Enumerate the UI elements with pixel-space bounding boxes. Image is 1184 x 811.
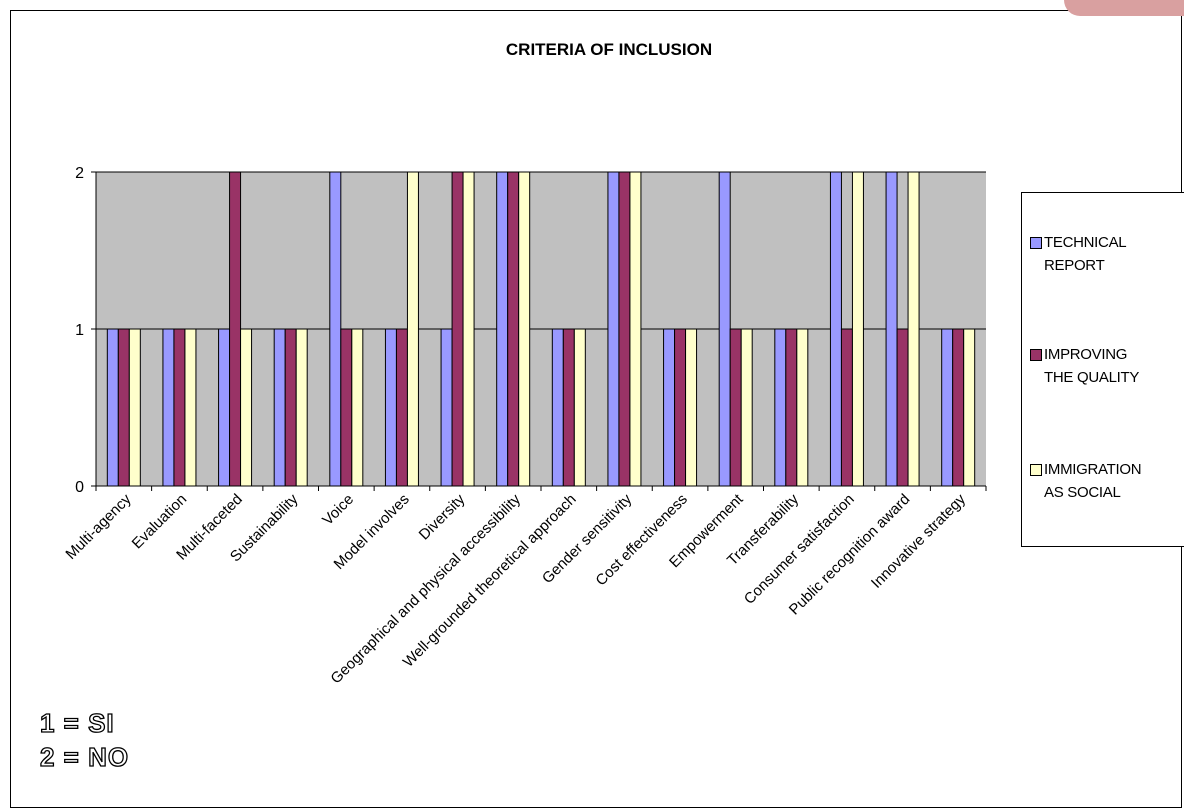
legend-label-line2: THE QUALITY (1044, 369, 1140, 386)
legend-label-line1: IMPROVING (1044, 346, 1128, 363)
bar-technical-report-transferability (774, 328, 787, 487)
bar-technical-report-multi-faceted (218, 328, 231, 487)
x-tick-label: Voice (319, 491, 357, 529)
x-tick-label: Consumer satisfaction (741, 491, 858, 608)
legend-label-line2: AS SOCIAL (1044, 484, 1121, 501)
legend-label-line1: IMMIGRATION (1044, 461, 1142, 478)
legend-swatch-immigration-as-social (1030, 464, 1042, 476)
bar-technical-report-multi-agency (106, 328, 119, 487)
bar-immigration-as-social-multi-faceted (240, 328, 253, 487)
y-tick-label: 2 (75, 165, 84, 182)
bar-immigration-as-social-gender-sensitivity (629, 171, 642, 487)
y-tick-label: 1 (75, 322, 84, 339)
bar-technical-report-empowerment (718, 171, 731, 487)
bar-improving-the-quality-model-involves (395, 328, 408, 487)
bar-improving-the-quality-sustainability (284, 328, 297, 487)
bar-immigration-as-social-evaluation (184, 328, 197, 487)
bar-improving-the-quality-transferability (785, 328, 798, 487)
bar-improving-the-quality-empowerment (729, 328, 742, 487)
bar-immigration-as-social-well-grounded-theoretical-approach (573, 328, 586, 487)
bar-immigration-as-social-cost-effectiveness (685, 328, 698, 487)
bar-immigration-as-social-innovative-strategy (963, 328, 976, 487)
bar-technical-report-gender-sensitivity (607, 171, 620, 487)
chart-title: CRITERIA OF INCLUSION (506, 40, 712, 59)
bar-immigration-as-social-multi-agency (128, 328, 141, 487)
bar-improving-the-quality-geographical-and-physical-accessibility (507, 171, 520, 487)
bar-improving-the-quality-diversity (451, 171, 464, 487)
bar-technical-report-evaluation (162, 328, 175, 487)
bar-technical-report-innovative-strategy (941, 328, 954, 487)
legend-swatch-improving-the-quality (1030, 349, 1042, 361)
x-tick-label: Innovative strategy (868, 490, 969, 591)
bar-technical-report-model-involves (384, 328, 397, 487)
legend-label-line1: TECHNICAL (1044, 234, 1127, 251)
bar-technical-report-consumer-satisfaction (829, 171, 842, 487)
legend-label-line2: REPORT (1044, 257, 1105, 274)
key-note-si: 1 = SI (39, 707, 115, 738)
key-note-no: 2 = NO (39, 741, 130, 772)
bar-improving-the-quality-innovative-strategy (952, 328, 965, 487)
bar-technical-report-well-grounded-theoretical-approach (551, 328, 564, 487)
legend: TECHNICAL REPORT IMPROVING THE QUALITY I… (1021, 192, 1184, 547)
bar-improving-the-quality-well-grounded-theoretical-approach (562, 328, 575, 487)
bar-immigration-as-social-empowerment (740, 328, 753, 487)
x-tick-label: Diversity (416, 490, 469, 543)
bar-technical-report-voice (329, 171, 342, 487)
corner-decoration (1064, 0, 1184, 16)
bar-technical-report-cost-effectiveness (663, 328, 676, 487)
bar-technical-report-public-recognition-award (885, 171, 898, 487)
bar-improving-the-quality-cost-effectiveness (674, 328, 687, 487)
bar-improving-the-quality-public-recognition-award (896, 328, 909, 487)
legend-swatch-technical-report (1030, 237, 1042, 249)
bar-immigration-as-social-sustainability (295, 328, 308, 487)
bar-immigration-as-social-consumer-satisfaction (851, 171, 864, 487)
bar-improving-the-quality-evaluation (173, 328, 186, 487)
bar-improving-the-quality-gender-sensitivity (618, 171, 631, 487)
bar-improving-the-quality-multi-faceted (229, 171, 242, 487)
bar-technical-report-sustainability (273, 328, 286, 487)
bar-immigration-as-social-model-involves (406, 171, 419, 487)
bar-improving-the-quality-multi-agency (117, 328, 130, 487)
bar-immigration-as-social-geographical-and-physical-accessibility (518, 171, 531, 487)
bar-immigration-as-social-voice (351, 328, 364, 487)
y-tick-label: 0 (75, 479, 84, 496)
bar-technical-report-diversity (440, 328, 453, 487)
bar-immigration-as-social-transferability (796, 328, 809, 487)
bar-improving-the-quality-voice (340, 328, 353, 487)
bar-immigration-as-social-public-recognition-award (907, 171, 920, 487)
x-tick-label: Multi-agency (62, 490, 135, 563)
bar-improving-the-quality-consumer-satisfaction (840, 328, 853, 487)
bar-immigration-as-social-diversity (462, 171, 475, 487)
bar-technical-report-geographical-and-physical-accessibility (496, 171, 509, 487)
